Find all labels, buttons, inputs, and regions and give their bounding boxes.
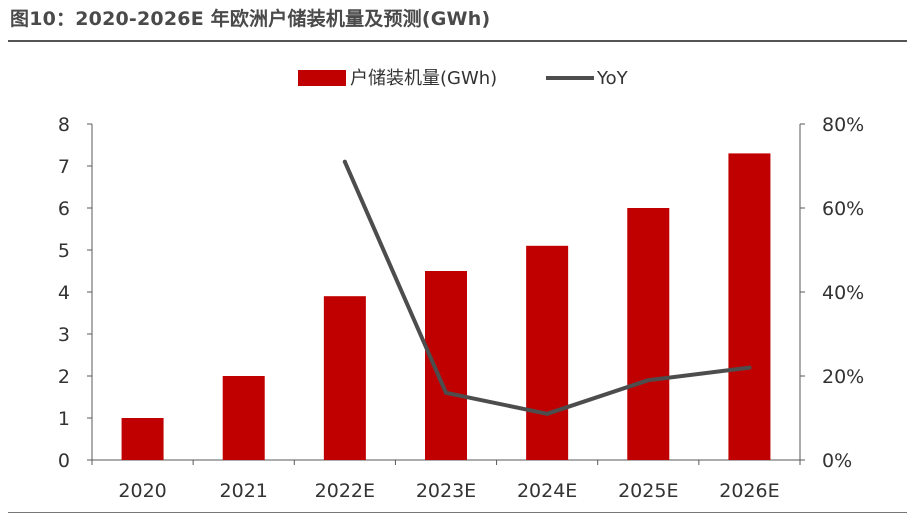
yoy-point [444,390,448,395]
x-tick-label: 2023E [416,480,476,502]
yoy-point [747,365,752,370]
x-tick-label: 2024E [517,480,577,502]
legend-bar-label: 户储装机量(GWh) [350,68,497,89]
x-tick-label: 2022E [315,480,375,502]
legend-line-label: YoY [596,68,629,89]
yoy-point [646,378,651,383]
y-left-tick-label: 0 [58,450,70,472]
legend-bar-swatch [298,70,346,86]
title-rule [8,40,907,42]
figure-title: 图10：2020-2026E 年欧洲户储装机量及预测(GWh) [10,8,491,30]
y-right-tick-label: 40% [822,282,864,304]
x-tick-label: 2026E [719,480,779,502]
y-left-tick-label: 4 [58,282,70,304]
bar [526,245,569,460]
y-right-tick-label: 60% [822,198,864,220]
y-right-tick-label: 80% [822,114,864,136]
yoy-point [342,159,347,164]
bar [323,296,366,460]
bar [728,153,771,460]
bar [425,271,467,460]
y-left-tick-label: 3 [58,324,70,346]
y-left-tick-label: 1 [58,408,70,430]
y-left-tick-label: 8 [58,114,70,136]
yoy-series [342,159,752,416]
chart-legend: 户储装机量(GWh) YoY [298,68,629,89]
y-left-tick-label: 5 [58,240,70,262]
y-left-tick-label: 6 [58,198,70,220]
yoy-point [545,411,550,416]
y-left-tick-label: 7 [58,156,70,178]
y-left-tick-label: 2 [58,366,70,388]
footer-rule [8,512,907,513]
y-right-tick-label: 0% [822,450,852,472]
y-right-tick-label: 20% [822,366,864,388]
x-tick-label: 2020 [118,480,166,502]
bar [222,376,265,460]
x-tick-label: 2021 [220,480,268,502]
bar [627,208,670,460]
x-tick-label: 2025E [618,480,678,502]
bar-series [121,153,771,460]
bar [121,418,164,460]
